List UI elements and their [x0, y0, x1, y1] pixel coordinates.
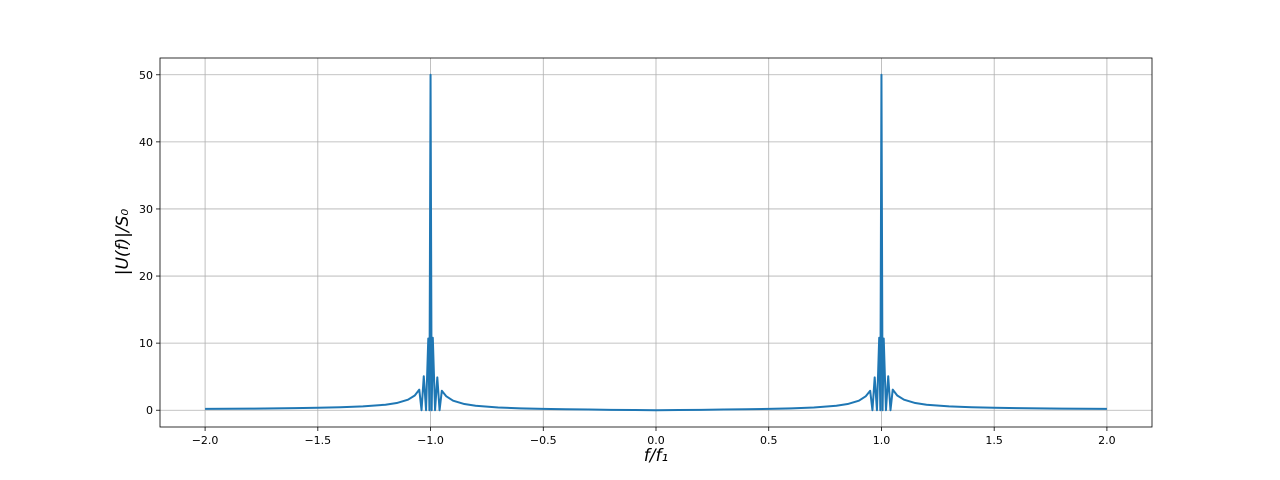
y-tick-label: 10 [139, 337, 153, 350]
x-tick-label: −0.5 [530, 434, 557, 447]
data-line [205, 73, 1107, 412]
y-tick-label: 30 [139, 203, 153, 216]
y-tick-label: 50 [139, 69, 153, 82]
y-axis-label: |U(f)|/S₀ [113, 209, 133, 276]
x-tick-label: −1.0 [417, 434, 444, 447]
y-tick-label: 40 [139, 136, 153, 149]
x-tick-label: 2.0 [1098, 434, 1116, 447]
x-axis-label: f/f₁ [644, 446, 669, 466]
x-tick-label: 1.0 [873, 434, 891, 447]
x-tick-label: 0.0 [647, 434, 665, 447]
x-tick-label: 0.5 [760, 434, 778, 447]
y-tick-label: 0 [146, 404, 153, 417]
y-tick-label: 20 [139, 270, 153, 283]
x-tick-label: 1.5 [985, 434, 1003, 447]
x-tick-label: −1.5 [304, 434, 331, 447]
plot-frame [159, 57, 1153, 428]
x-tick-label: −2.0 [192, 434, 219, 447]
